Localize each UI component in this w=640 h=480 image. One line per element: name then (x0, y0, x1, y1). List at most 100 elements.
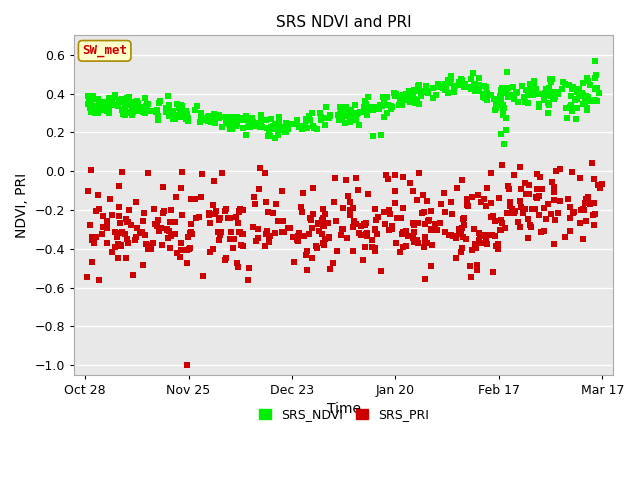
SRS_PRI (461, 235, 471, 243)
SRS_NDVI (325, 112, 335, 120)
SRS_PRI (348, 224, 358, 231)
SRS_NDVI (397, 101, 407, 108)
SRS_PRI (398, 228, 408, 236)
SRS_PRI (424, 216, 434, 224)
SRS_PRI (124, 206, 134, 214)
SRS_PRI (452, 185, 462, 192)
SRS_NDVI (382, 109, 392, 117)
SRS_PRI (430, 220, 440, 228)
SRS_PRI (130, 236, 140, 243)
SRS_PRI (176, 239, 186, 247)
SRS_NDVI (120, 98, 131, 106)
SRS_NDVI (482, 96, 492, 103)
SRS_NDVI (317, 115, 327, 122)
SRS_NDVI (360, 97, 370, 105)
SRS_PRI (510, 208, 520, 216)
SRS_NDVI (498, 111, 508, 119)
SRS_NDVI (549, 93, 559, 100)
SRS_NDVI (386, 102, 396, 110)
SRS_PRI (419, 243, 429, 251)
SRS_NDVI (578, 79, 588, 87)
SRS_NDVI (529, 77, 540, 84)
SRS_PRI (493, 245, 503, 253)
SRS_PRI (122, 218, 132, 226)
SRS_NDVI (513, 98, 523, 106)
SRS_NDVI (460, 81, 470, 88)
SRS_PRI (262, 227, 273, 235)
SRS_NDVI (225, 115, 236, 123)
SRS_NDVI (195, 119, 205, 126)
SRS_NDVI (437, 84, 447, 91)
SRS_PRI (163, 234, 173, 242)
SRS_NDVI (286, 120, 296, 128)
SRS_NDVI (131, 104, 141, 112)
SRS_PRI (237, 231, 248, 239)
SRS_PRI (486, 213, 497, 220)
SRS_PRI (329, 198, 339, 205)
SRS_NDVI (91, 95, 101, 102)
SRS_NDVI (336, 104, 346, 112)
SRS_PRI (166, 206, 176, 214)
SRS_PRI (302, 247, 312, 255)
SRS_PRI (175, 253, 186, 261)
SRS_NDVI (408, 86, 419, 94)
SRS_PRI (86, 236, 97, 244)
SRS_NDVI (561, 115, 572, 122)
SRS_PRI (175, 247, 186, 254)
SRS_PRI (524, 181, 534, 189)
SRS_NDVI (376, 132, 386, 139)
SRS_NDVI (88, 96, 99, 103)
SRS_NDVI (280, 126, 290, 134)
SRS_PRI (211, 207, 221, 215)
SRS_PRI (549, 240, 559, 248)
SRS_NDVI (99, 107, 109, 114)
SRS_NDVI (492, 102, 502, 109)
SRS_NDVI (350, 101, 360, 108)
SRS_PRI (306, 216, 316, 224)
SRS_NDVI (564, 103, 575, 111)
SRS_PRI (461, 201, 472, 209)
SRS_PRI (523, 234, 533, 242)
SRS_PRI (276, 188, 287, 195)
SRS_NDVI (431, 92, 441, 99)
SRS_PRI (436, 200, 447, 208)
SRS_NDVI (421, 87, 431, 95)
SRS_NDVI (292, 116, 303, 124)
SRS_NDVI (205, 115, 216, 122)
SRS_NDVI (269, 125, 280, 132)
SRS_NDVI (334, 116, 344, 124)
SRS_PRI (565, 214, 575, 222)
SRS_NDVI (248, 119, 259, 126)
SRS_PRI (534, 211, 544, 219)
SRS_PRI (319, 223, 329, 230)
SRS_PRI (141, 240, 152, 247)
SRS_PRI (508, 171, 518, 179)
SRS_NDVI (593, 84, 603, 92)
SRS_PRI (581, 217, 591, 225)
SRS_NDVI (374, 105, 384, 113)
SRS_PRI (128, 271, 138, 279)
SRS_NDVI (126, 99, 136, 107)
SRS_NDVI (541, 85, 552, 93)
SRS_PRI (292, 236, 302, 244)
SRS_NDVI (251, 119, 261, 127)
SRS_NDVI (349, 111, 359, 119)
SRS_NDVI (382, 101, 392, 108)
SRS_NDVI (141, 107, 151, 114)
SRS_PRI (446, 231, 456, 239)
SRS_NDVI (543, 99, 554, 107)
SRS_NDVI (376, 102, 387, 110)
SRS_PRI (182, 361, 192, 369)
SRS_NDVI (564, 81, 575, 88)
SRS_PRI (379, 208, 389, 216)
SRS_NDVI (548, 88, 559, 96)
SRS_PRI (182, 259, 192, 267)
SRS_NDVI (531, 85, 541, 93)
SRS_NDVI (420, 83, 431, 90)
SRS_PRI (473, 192, 483, 199)
SRS_PRI (170, 219, 180, 227)
SRS_NDVI (344, 115, 355, 123)
SRS_NDVI (118, 98, 128, 106)
SRS_NDVI (406, 94, 417, 101)
SRS_NDVI (244, 117, 254, 124)
